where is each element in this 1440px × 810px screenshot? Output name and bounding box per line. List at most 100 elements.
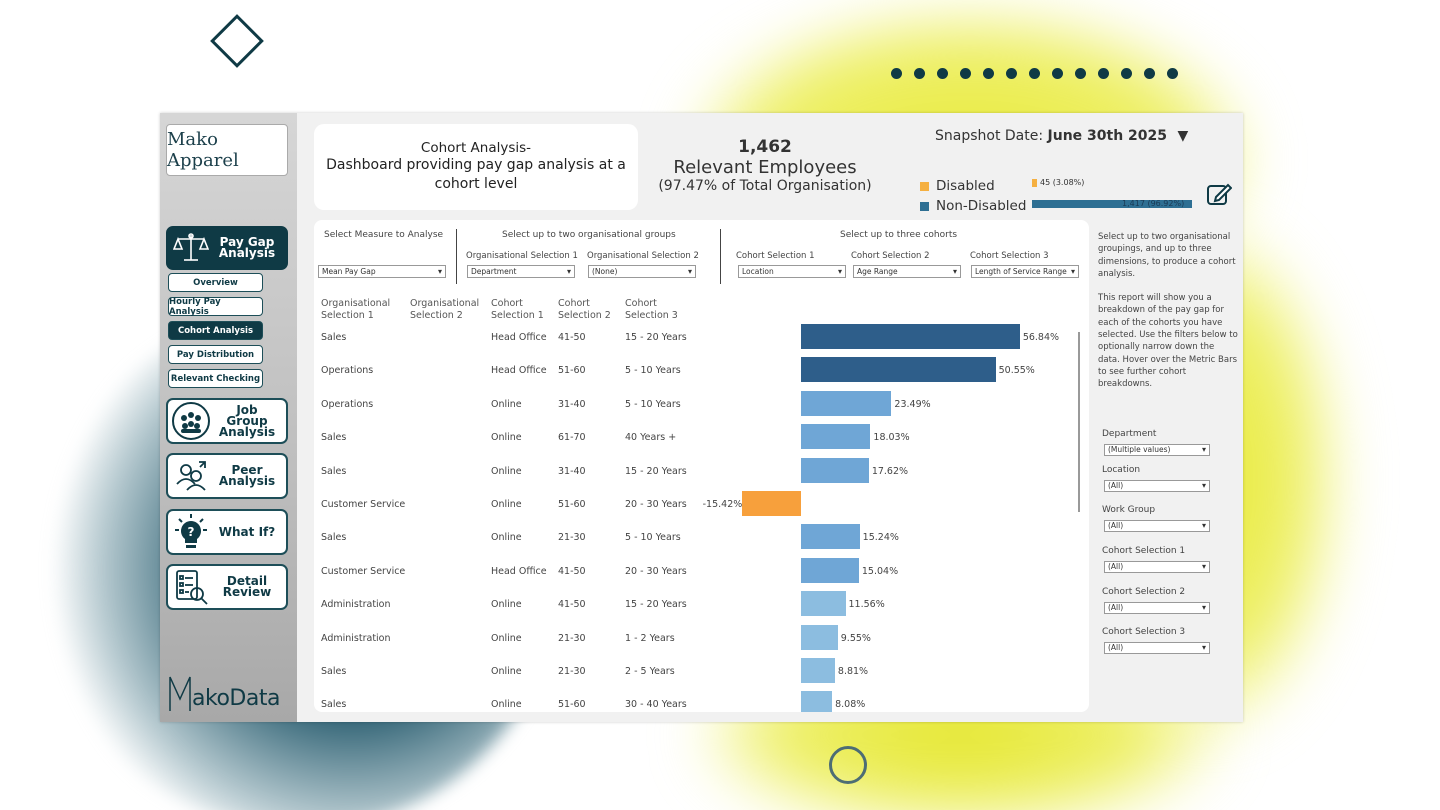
cohort3-label: Cohort Selection 3 [970, 251, 1049, 261]
disabled-value: 45 (3.08%) [1040, 178, 1085, 187]
title-card: Cohort Analysis- Dashboard providing pay… [314, 124, 638, 210]
org1-select[interactable]: Department [467, 265, 575, 278]
cohort1-select[interactable]: Location [738, 265, 846, 278]
nav-overview[interactable]: Overview [168, 273, 263, 292]
circle-icon [829, 746, 867, 784]
measure-select[interactable]: Mean Pay Gap [318, 265, 446, 278]
filter-select[interactable]: (All) [1104, 642, 1210, 654]
scrollbar[interactable] [1078, 332, 1080, 512]
filter-label: Cohort Selection 3 [1102, 627, 1186, 637]
table-cell: 21-30 [558, 532, 586, 544]
nav-label: Peer Analysis [218, 463, 276, 488]
bar-label: -15.42% [702, 499, 743, 510]
metric-bar[interactable] [801, 691, 833, 712]
instructions: Select up to two organisational grouping… [1098, 231, 1238, 391]
table-cell: 51-60 [558, 699, 586, 711]
disabled-bar[interactable] [1032, 179, 1038, 187]
nav-pay-gap-analysis[interactable]: Pay Gap Analysis [166, 226, 288, 270]
metric-bar[interactable] [801, 424, 871, 450]
metric-bar[interactable] [801, 524, 860, 550]
cohort-heading: Select up to three cohorts [840, 230, 958, 240]
nav-detail-review[interactable]: Detail Review [166, 564, 288, 610]
logo-text: Mako Apparel [167, 129, 239, 171]
table-cell: Online [491, 398, 522, 410]
snapshot-value: June 30th 2025 [1047, 128, 1168, 144]
nav-relevant-checking[interactable]: Relevant Checking [168, 369, 263, 388]
nondisabled-label: Non-Disabled [936, 198, 1027, 214]
table-cell: 20 - 30 Years [625, 499, 687, 510]
metric-bar[interactable] [801, 658, 835, 683]
column-header: Organisational Selection 2 [410, 298, 480, 321]
metric-bar[interactable] [801, 591, 846, 617]
bar-label: 11.56% [848, 599, 885, 611]
table-cell: 51-60 [558, 499, 586, 510]
table-cell: Sales [321, 465, 347, 477]
filter-label: Department [1102, 429, 1157, 439]
column-header: Organisational Selection 1 [321, 298, 391, 321]
table-cell: Online [491, 532, 522, 544]
table-cell: 5 - 10 Years [625, 398, 681, 410]
group-icon [168, 401, 214, 441]
filter-select[interactable]: (All) [1104, 602, 1210, 614]
metric-bar[interactable] [801, 324, 1020, 349]
metric-bar[interactable] [741, 491, 801, 516]
cohort2-select[interactable]: Age Range [853, 265, 961, 278]
metric-bar[interactable] [801, 357, 996, 383]
dropdown-arrow-icon[interactable]: ▼ [1177, 128, 1189, 144]
snapshot-date-selector[interactable]: Snapshot Date: June 30th 2025 ▼ [935, 128, 1188, 144]
filter-select[interactable]: (All) [1104, 561, 1210, 573]
nav-pay-distribution[interactable]: Pay Distribution [168, 345, 263, 364]
table-cell: 61-70 [558, 432, 586, 444]
cohort3-select[interactable]: Length of Service Range [971, 265, 1079, 278]
lightbulb-question-icon: ? [168, 512, 214, 552]
nondisabled-swatch [920, 201, 929, 211]
nav-peer-analysis[interactable]: Peer Analysis [166, 453, 288, 499]
table-cell: 15 - 20 Years [625, 332, 687, 343]
table-cell: 31-40 [558, 398, 586, 410]
org1-label: Organisational Selection 1 [466, 251, 578, 261]
filter-select[interactable]: (All) [1104, 480, 1210, 492]
nondisabled-bar[interactable] [1032, 200, 1192, 208]
edit-icon[interactable] [1206, 181, 1233, 211]
bar-label: 9.55% [840, 632, 871, 644]
table-cell: 30 - 40 Years [625, 699, 687, 711]
column-header: Cohort Selection 3 [625, 298, 678, 321]
column-header: Cohort Selection 1 [491, 298, 544, 321]
table-cell: Online [491, 632, 522, 644]
table-cell: 20 - 30 Years [625, 565, 687, 577]
table-cell: 5 - 10 Years [625, 532, 681, 544]
table-cell: 31-40 [558, 465, 586, 477]
table-cell: 21-30 [558, 632, 586, 644]
svg-text:?: ? [188, 525, 195, 539]
org2-label: Organisational Selection 2 [587, 251, 699, 261]
nav-job-group-analysis[interactable]: Job Group Analysis [166, 398, 288, 444]
table-cell: 41-50 [558, 565, 586, 577]
nav-cohort-analysis[interactable]: Cohort Analysis [168, 321, 263, 340]
peer-icon [168, 456, 214, 496]
metric-bar[interactable] [801, 457, 869, 483]
metric-bar[interactable] [801, 390, 892, 416]
instructions-text: This report will show you a breakdown of… [1098, 293, 1238, 390]
filter-select[interactable]: (Multiple values) [1104, 444, 1210, 456]
org-heading: Select up to two organisational groups [502, 230, 676, 240]
dashboard: Mako Apparel Pay Gap Analysis Overview H… [160, 113, 1243, 722]
table-cell: Administration [321, 632, 391, 644]
employees-percentage: (97.47% of Total Organisation) [658, 178, 872, 194]
instructions-text: Select up to two organisational grouping… [1098, 232, 1236, 279]
filter-select[interactable]: (All) [1104, 520, 1210, 532]
metric-bar[interactable] [801, 624, 838, 650]
org2-select[interactable]: (None) [588, 265, 696, 278]
metric-bar[interactable] [801, 557, 859, 583]
bar-label: 23.49% [894, 398, 931, 410]
bar-label: 8.81% [837, 666, 869, 677]
scales-icon [168, 228, 214, 268]
filter-label: Cohort Selection 2 [1102, 587, 1186, 597]
nav-what-if[interactable]: ? What If? [166, 509, 288, 555]
cohort1-label: Cohort Selection 1 [736, 251, 815, 261]
nav-label: What If? [218, 524, 276, 539]
cohort-table-panel: Select Measure to Analyse Mean Pay Gap S… [314, 220, 1089, 712]
company-logo: Mako Apparel [166, 124, 288, 176]
nav-hourly-pay-analysis[interactable]: Hourly Pay Analysis [168, 297, 263, 317]
disabled-swatch [920, 181, 929, 191]
